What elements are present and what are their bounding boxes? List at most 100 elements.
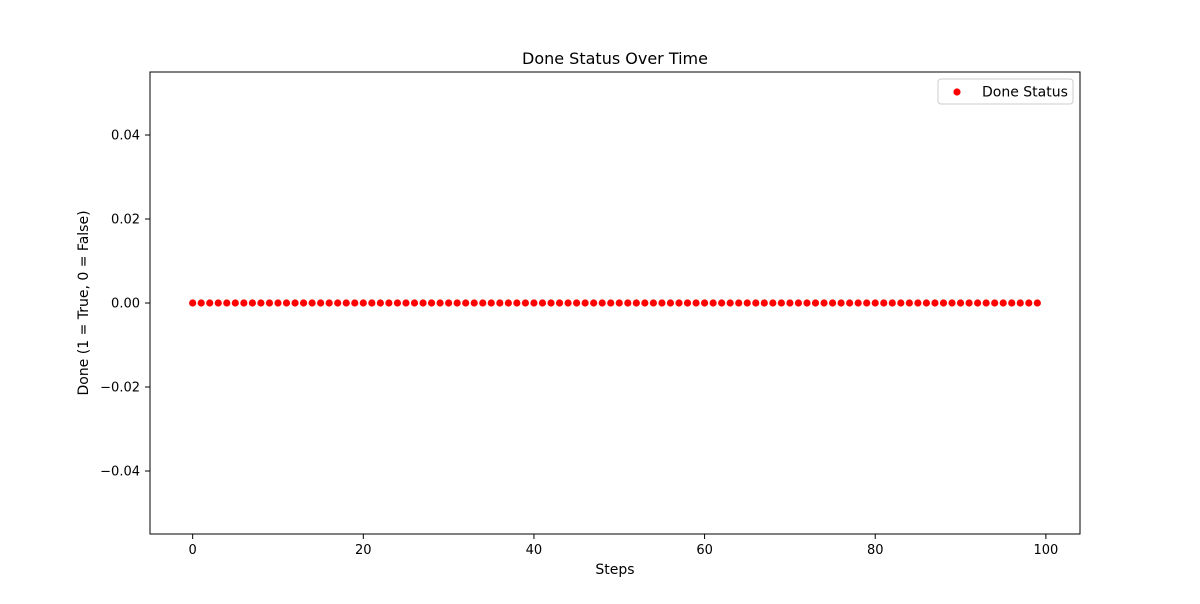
data-point [206, 299, 214, 307]
data-point [700, 299, 709, 307]
data-point [999, 299, 1007, 307]
data-point [777, 299, 785, 307]
data-point [837, 299, 845, 307]
data-point [1016, 299, 1024, 307]
data-point [709, 299, 717, 307]
data-point [675, 299, 683, 307]
legend: Done Status [937, 78, 1074, 105]
legend-box [937, 78, 1074, 105]
legend-marker [953, 88, 961, 96]
data-point [299, 299, 308, 307]
data-point [939, 299, 948, 307]
data-point [666, 299, 675, 307]
y-tick-label: 0.00 [111, 297, 140, 312]
data-point [470, 299, 478, 307]
data-point [590, 299, 598, 307]
data-point [265, 299, 274, 307]
data-point [743, 299, 751, 307]
data-point [931, 299, 939, 307]
data-point [445, 299, 453, 307]
data-point [692, 299, 700, 307]
data-point [376, 299, 384, 307]
data-point [803, 299, 811, 307]
data-point [854, 299, 862, 307]
data-point [487, 299, 495, 307]
data-point [974, 299, 982, 307]
data-point [402, 299, 410, 307]
data-point [291, 299, 299, 307]
data-point [965, 299, 973, 307]
data-point [419, 299, 427, 307]
x-tick-label: 40 [526, 543, 543, 558]
data-point [786, 299, 794, 307]
data-point [479, 299, 487, 307]
data-point [914, 299, 922, 307]
data-point [905, 299, 913, 307]
data-point [462, 299, 470, 307]
x-axis-label: Steps [595, 562, 634, 578]
data-point [828, 299, 837, 307]
data-point [351, 299, 359, 307]
data-point [240, 299, 248, 307]
data-point [658, 299, 666, 307]
y-tick-label: 0.02 [111, 213, 140, 228]
data-point [1033, 299, 1041, 307]
data-point [223, 299, 231, 307]
data-points [189, 299, 1041, 307]
x-tick-label: 20 [355, 543, 372, 558]
y-tick-label: −0.02 [100, 381, 140, 396]
data-point [794, 299, 803, 307]
data-point [504, 299, 512, 307]
legend-label: Done Status [982, 85, 1068, 101]
y-axis-ticks: 0.04 0.02 0.00 −0.02 −0.04 [100, 129, 150, 480]
data-point [632, 299, 640, 307]
data-point [615, 299, 623, 307]
data-point [922, 299, 931, 307]
data-point [624, 299, 632, 307]
data-point [453, 299, 461, 307]
data-point [735, 299, 743, 307]
data-point [888, 299, 896, 307]
data-point [334, 299, 342, 307]
x-tick-label: 0 [189, 543, 197, 558]
data-point [214, 299, 222, 307]
data-point [573, 299, 581, 307]
data-point [342, 299, 350, 307]
data-point [368, 299, 376, 307]
data-point [982, 299, 990, 307]
data-point [948, 299, 956, 307]
data-point [846, 299, 854, 307]
data-point [863, 299, 871, 307]
data-point [1008, 299, 1016, 307]
data-point [871, 299, 879, 307]
data-point [231, 299, 239, 307]
data-point [991, 299, 999, 307]
data-point [683, 299, 692, 307]
data-point [641, 299, 649, 307]
data-point [410, 299, 419, 307]
data-point [718, 299, 726, 307]
data-point [197, 299, 205, 307]
data-point [274, 299, 282, 307]
data-point [769, 299, 777, 307]
data-point [496, 299, 504, 307]
data-point [555, 299, 564, 307]
data-point [317, 299, 325, 307]
data-point [257, 299, 265, 307]
data-point [581, 299, 589, 307]
y-tick-label: 0.04 [111, 129, 140, 144]
data-point [513, 299, 521, 307]
data-point [726, 299, 734, 307]
data-point [530, 299, 538, 307]
data-point [897, 299, 905, 307]
data-point [538, 299, 547, 307]
data-point [427, 299, 436, 307]
data-point [308, 299, 316, 307]
x-tick-label: 80 [867, 543, 884, 558]
data-point [760, 299, 768, 307]
data-point [325, 299, 333, 307]
data-point [564, 299, 572, 307]
data-point [547, 299, 555, 307]
data-point [752, 299, 760, 307]
